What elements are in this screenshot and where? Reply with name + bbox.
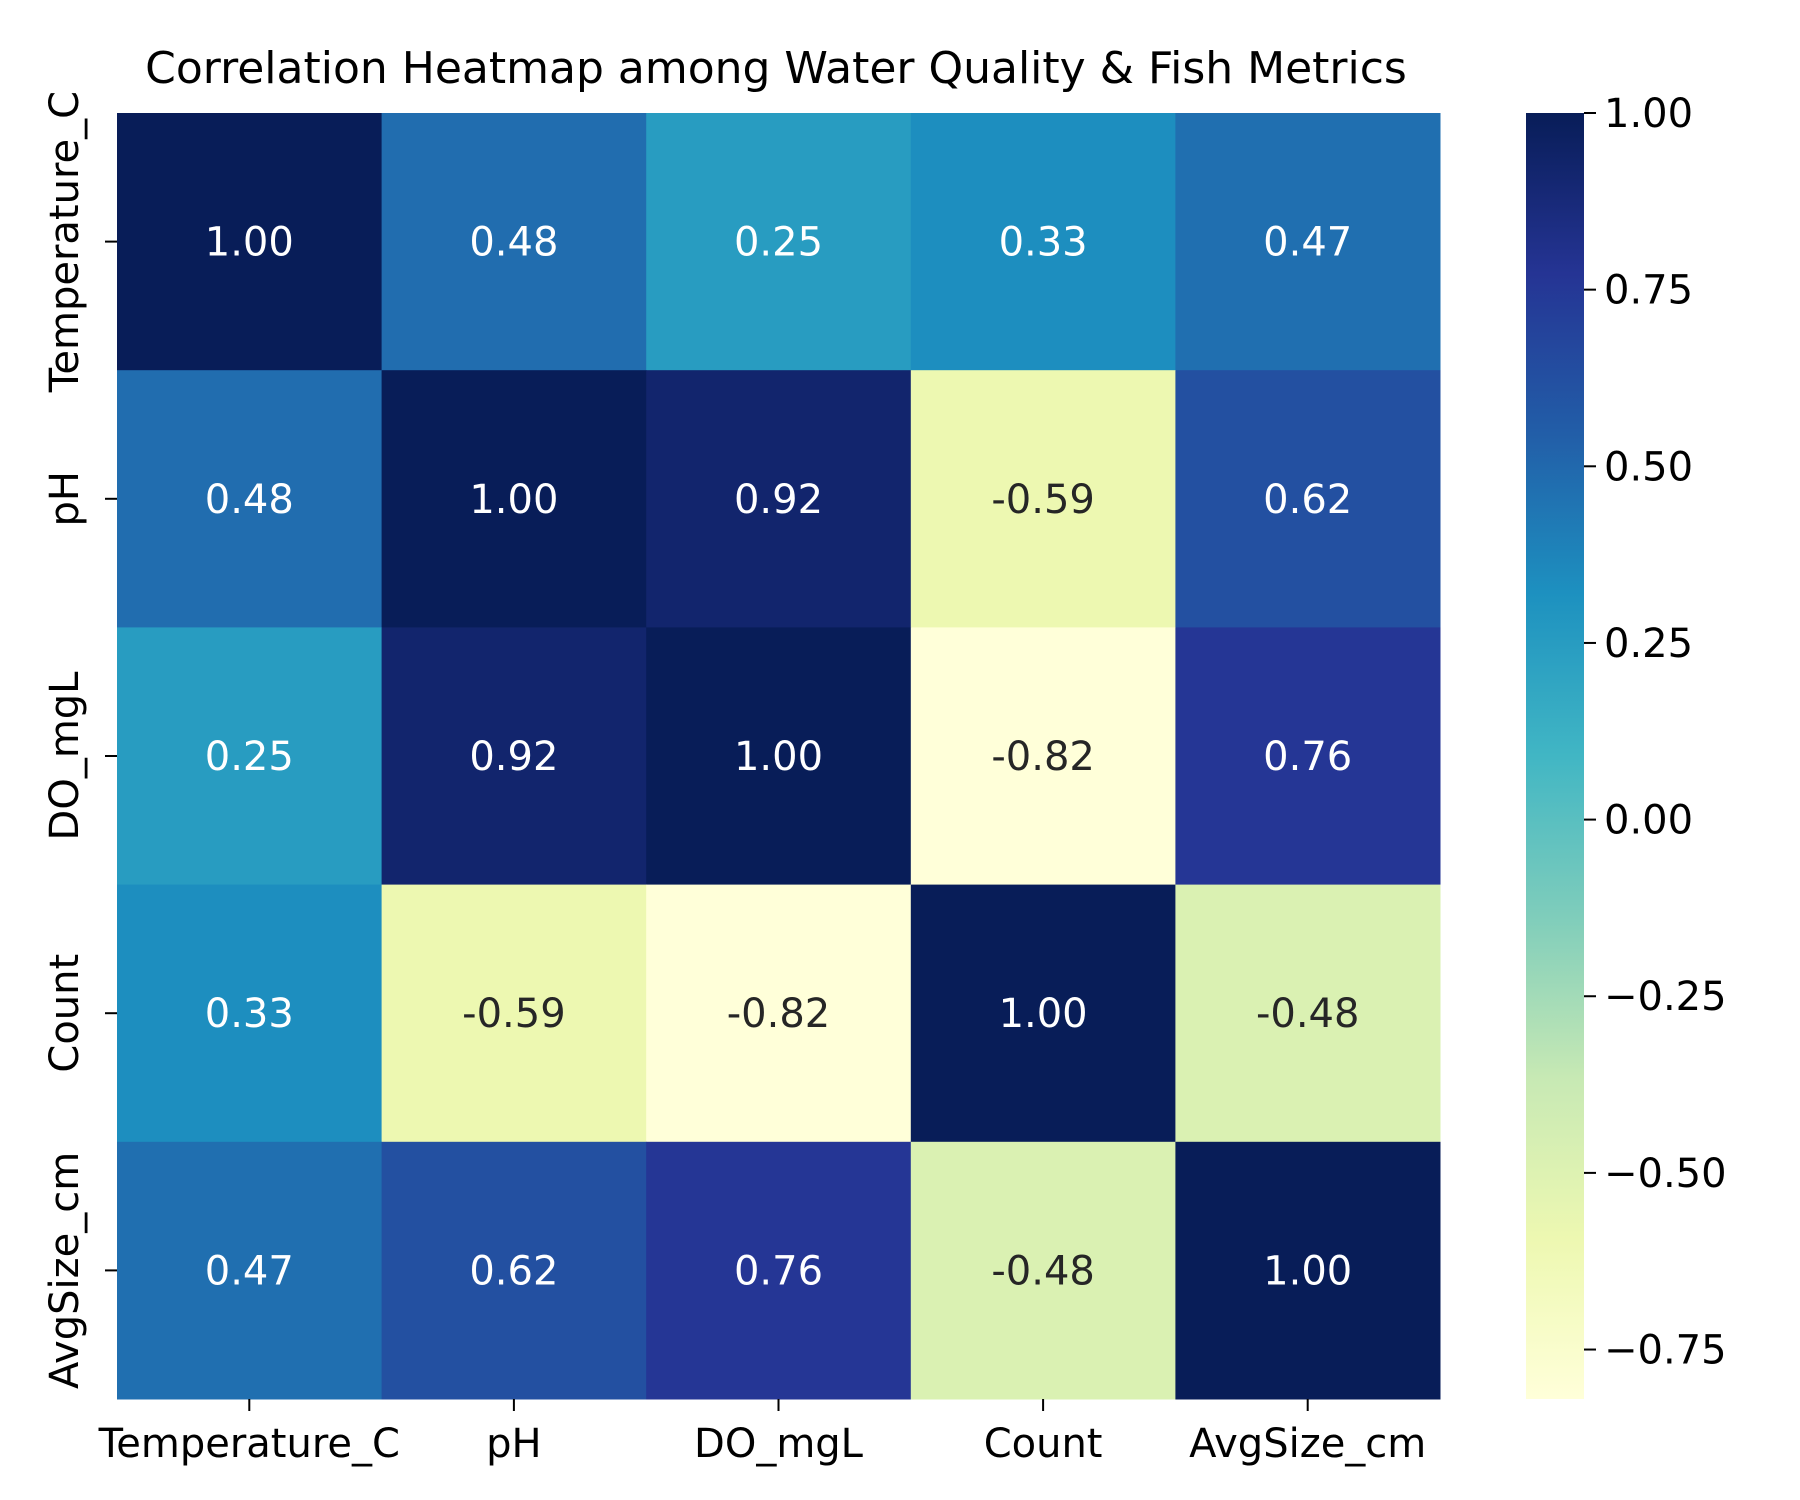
heatmap-cell (117, 627, 383, 886)
cell-value-label: 0.33 (999, 220, 1088, 266)
heatmap-cell (910, 113, 1176, 371)
y-tick-label: AvgSize_cm (42, 1152, 88, 1389)
y-tick-label: Count (42, 954, 88, 1073)
x-tick-label: pH (486, 1421, 541, 1467)
heatmap-cell (910, 884, 1176, 1143)
heatmap-cell (646, 1141, 912, 1400)
cell-value-label: -0.59 (462, 991, 566, 1037)
heatmap-cell (646, 370, 912, 628)
x-tick-label: Temperature_C (98, 1421, 400, 1467)
colorbar-tick-label: 0.25 (1604, 621, 1693, 667)
cell-value-label: 0.62 (1263, 477, 1352, 523)
cell-value-label: 0.92 (734, 477, 823, 523)
cell-value-label: 0.76 (734, 1248, 823, 1294)
cell-value-label: 0.76 (1263, 734, 1352, 780)
heatmap-cell (117, 113, 383, 371)
x-axis: Temperature_C pH DO_mgL Count AvgSize_cm (98, 1399, 1426, 1467)
y-tick-label: DO_mgL (42, 671, 88, 841)
colorbar-tick-label: 0.00 (1604, 798, 1693, 844)
colorbar-tick-label: −0.75 (1604, 1328, 1727, 1374)
heatmap-cell (1175, 370, 1441, 628)
cell-value-label: 1.00 (469, 477, 558, 523)
heatmap-cell (117, 1141, 383, 1400)
cell-value-label: 1.00 (999, 991, 1088, 1037)
cell-value-label: -0.48 (991, 1248, 1095, 1294)
cell-value-label: 0.47 (1263, 220, 1352, 266)
cell-value-label: 1.00 (734, 734, 823, 780)
heatmap-cell (646, 627, 912, 886)
heatmap-cell (910, 1141, 1176, 1400)
colorbar-tick-label: 1.00 (1604, 91, 1693, 137)
heatmap-cell (381, 884, 647, 1143)
colorbar-tick-label: 0.50 (1604, 444, 1693, 490)
y-tick-label: pH (42, 471, 88, 526)
heatmap-cell (381, 1141, 647, 1400)
cell-value-label: 0.48 (205, 477, 294, 523)
cell-value-label: 1.00 (1263, 1248, 1352, 1294)
heatmap-cell (910, 370, 1176, 628)
cell-value-label: -0.48 (1256, 991, 1360, 1037)
heatmap-cell (1175, 113, 1441, 371)
colorbar-tick-label: −0.25 (1604, 974, 1727, 1020)
heatmap-cell (381, 113, 647, 371)
cell-value-label: 0.62 (469, 1248, 558, 1294)
heatmap-cell (381, 370, 647, 628)
cell-value-label: 0.92 (469, 734, 558, 780)
colorbar (1526, 113, 1584, 1399)
heatmap-cell (910, 627, 1176, 886)
cell-value-label: -0.82 (727, 991, 831, 1037)
heatmap-cell (117, 884, 383, 1143)
heatmap-cells: 1.00 0.48 0.25 0.33 0.47 0.48 1.00 0.92 -0.59 0.6… (117, 113, 1441, 1400)
heatmap-cell (1175, 884, 1441, 1143)
chart-title: Correlation Heatmap among Water Quality … (145, 43, 1407, 94)
colorbar-tick-label: −0.50 (1604, 1151, 1727, 1197)
heatmap-cell (1175, 1141, 1441, 1400)
cell-value-label: 0.33 (205, 991, 294, 1037)
cell-value-label: 0.47 (205, 1248, 294, 1294)
colorbar-tick-label: 0.75 (1604, 268, 1693, 314)
heatmap-cell (1175, 627, 1441, 886)
cell-value-label: -0.59 (991, 477, 1095, 523)
heatmap-cell (646, 884, 912, 1143)
x-tick-label: DO_mgL (694, 1421, 864, 1467)
heatmap-cell (646, 113, 912, 371)
y-tick-label: Temperature_C (42, 91, 88, 393)
heatmap-cell (381, 627, 647, 886)
cell-value-label: 0.48 (469, 220, 558, 266)
colorbar-axis: 1.00 0.75 0.50 0.25 0.00 −0.25 −0.50 −0.75 (1584, 91, 1727, 1374)
cell-value-label: -0.82 (991, 734, 1095, 780)
cell-value-label: 0.25 (205, 734, 294, 780)
cell-value-label: 0.25 (734, 220, 823, 266)
heatmap-cell (117, 370, 383, 628)
cell-value-label: 1.00 (205, 220, 294, 266)
y-axis: Temperature_C pH DO_mgL Count AvgSize_cm (42, 91, 117, 1389)
x-tick-label: AvgSize_cm (1189, 1421, 1426, 1467)
x-tick-label: Count (984, 1421, 1103, 1467)
